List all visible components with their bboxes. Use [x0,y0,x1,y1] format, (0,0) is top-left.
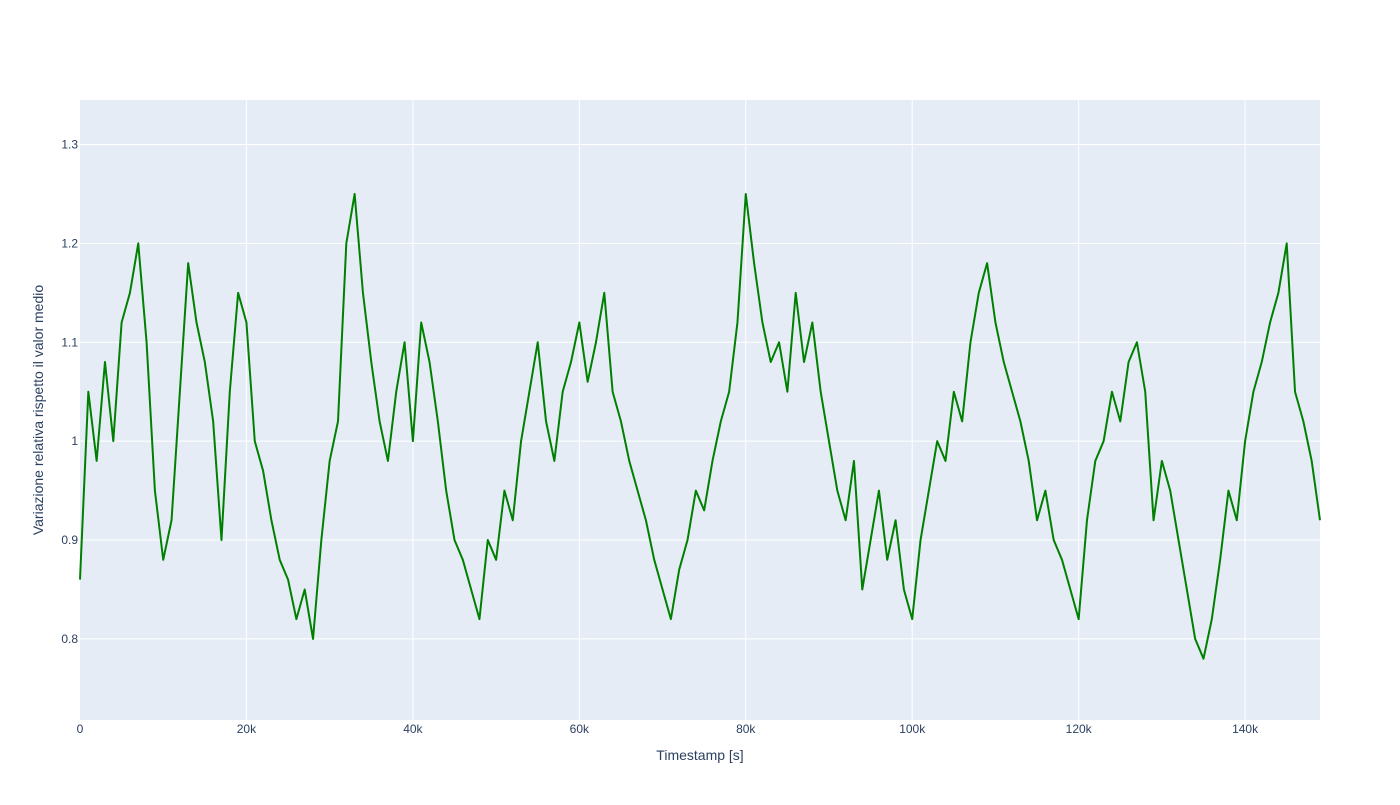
y-axis-ticks: 0.8 0.9 1 1.1 1.2 1.3 [61,137,78,645]
x-tick-label: 100k [899,722,926,736]
x-tick-label: 120k [1066,722,1093,736]
x-tick-label: 80k [736,722,756,736]
x-tick-label: 60k [570,722,590,736]
y-tick-label: 1.3 [61,137,78,151]
plot-background [80,100,1320,720]
x-tick-label: 40k [403,722,423,736]
y-tick-label: 0.8 [61,632,78,646]
series-layer [79,192,1321,660]
y-tick-label: 1.1 [61,335,78,349]
y-tick-label: 1.2 [61,236,78,250]
x-tick-label: 20k [237,722,257,736]
x-axis-ticks: 0 20k 40k 60k 80k 100k 120k 140k [77,722,1259,736]
y-tick-label: 0.9 [61,533,78,547]
series-line-0 [79,192,1321,660]
x-tick-label: 140k [1232,722,1259,736]
y-axis-title: Variazione relativa rispetto il valor me… [30,285,46,536]
x-tick-label: 0 [77,722,84,736]
y-tick-label: 1 [71,434,78,448]
x-axis-title: Timestamp [s] [656,747,743,763]
y-gridlines [80,143,1320,640]
